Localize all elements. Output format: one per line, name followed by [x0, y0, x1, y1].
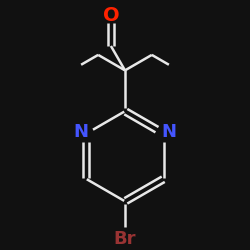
Text: N: N	[74, 123, 88, 141]
Text: N: N	[162, 123, 176, 141]
Text: Br: Br	[114, 230, 136, 248]
Text: O: O	[102, 6, 119, 25]
